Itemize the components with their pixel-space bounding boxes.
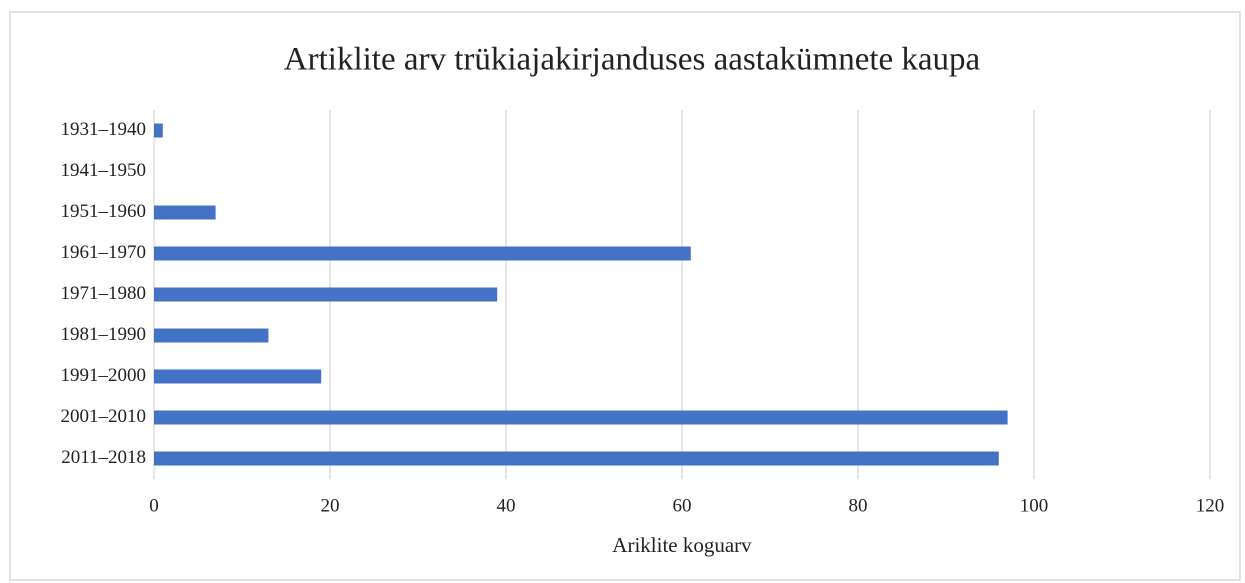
bar — [154, 205, 216, 220]
x-tick-label: 20 — [321, 495, 340, 516]
y-tick-label: 1991–2000 — [61, 365, 147, 386]
bar — [154, 410, 1008, 425]
y-tick-label: 1971–1980 — [61, 283, 147, 304]
y-tick-label: 2011–2018 — [61, 447, 146, 468]
y-tick-label: 2001–2010 — [61, 406, 147, 427]
bar — [154, 123, 163, 138]
x-tick-label: 80 — [849, 495, 868, 516]
x-tick-label: 100 — [1020, 495, 1049, 516]
y-tick-label: 1931–1940 — [61, 119, 147, 140]
x-tick-label: 60 — [673, 495, 692, 516]
x-tick-label: 40 — [497, 495, 516, 516]
bar — [154, 369, 322, 384]
x-axis-title: Ariklite koguarv — [612, 533, 752, 557]
bar — [154, 287, 498, 302]
x-tick-label: 120 — [1196, 495, 1225, 516]
bar — [154, 246, 691, 261]
y-tick-label: 1951–1960 — [61, 201, 147, 222]
bar — [154, 451, 999, 466]
chart-title: Artiklite arv trükiajakirjanduses aastak… — [284, 42, 981, 78]
y-tick-label: 1941–1950 — [61, 160, 147, 181]
x-tick-label: 0 — [149, 495, 159, 516]
y-tick-label: 1981–1990 — [61, 324, 147, 345]
y-tick-label: 1961–1970 — [61, 242, 147, 263]
bar — [154, 328, 269, 343]
